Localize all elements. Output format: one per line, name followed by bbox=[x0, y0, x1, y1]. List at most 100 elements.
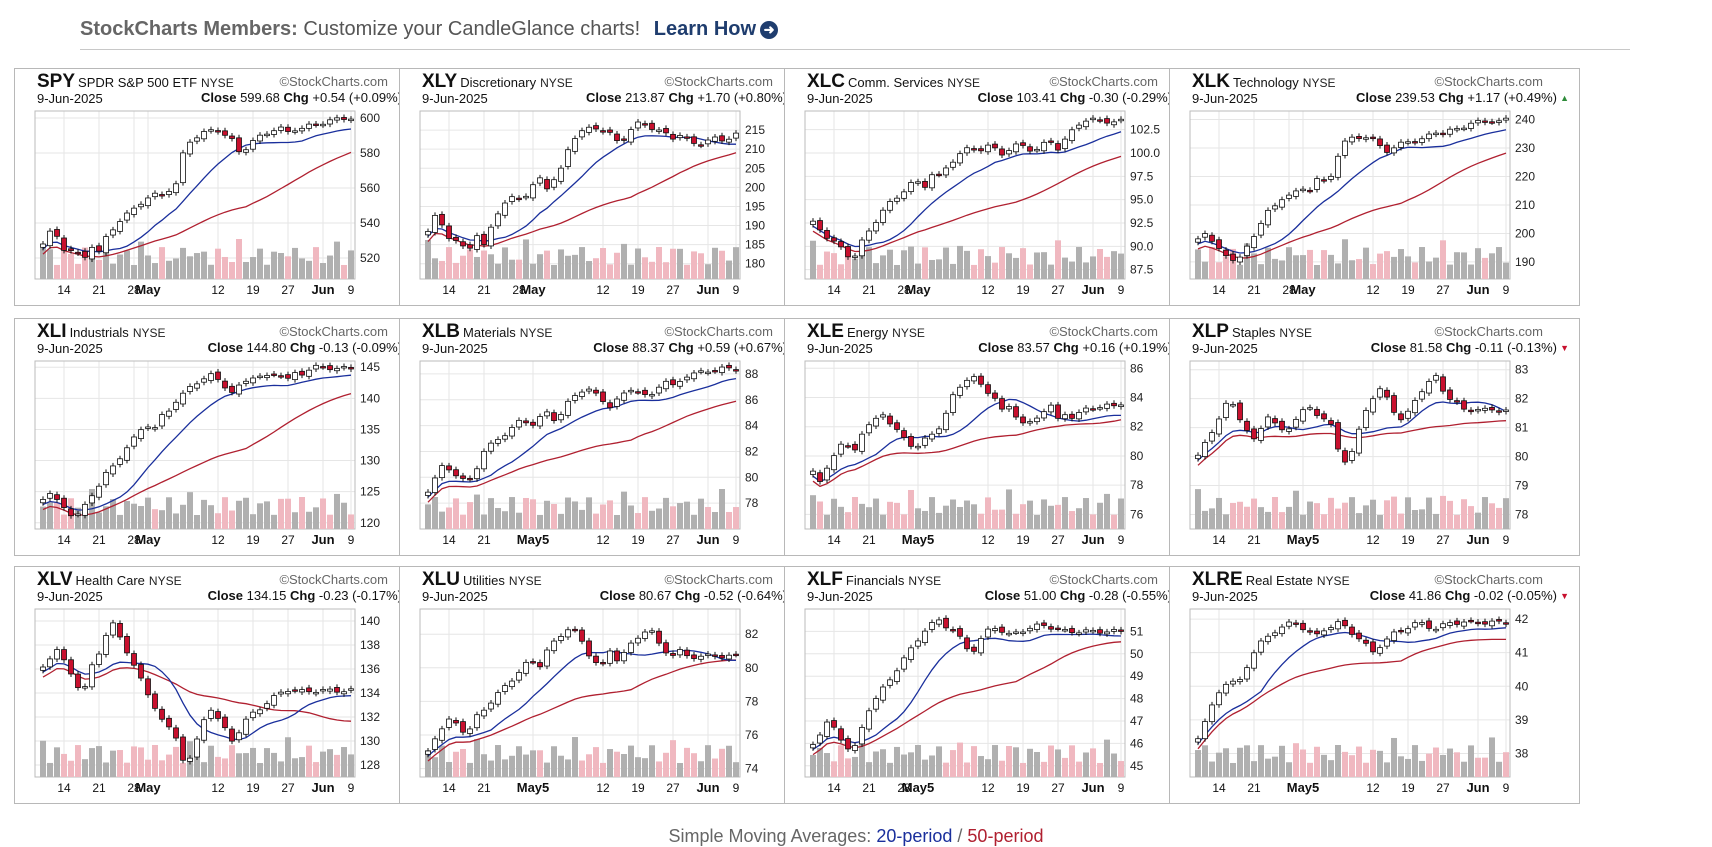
volume-bar bbox=[313, 247, 319, 279]
chart-panel-xlb[interactable]: 88 86 84 82 80 78 14 21 May5 12 19 27 Jun 9 XLB Materia… bbox=[399, 318, 810, 556]
volume-bar bbox=[579, 509, 585, 529]
volume-bar bbox=[1013, 257, 1019, 279]
candle bbox=[712, 136, 718, 142]
chart-panel-xlv[interactable]: 140 138 136 134 132 130 128 14 21 28 May 12 19 27 Jun 9… bbox=[14, 566, 425, 804]
volume-bar bbox=[1426, 753, 1432, 777]
candle bbox=[1342, 140, 1348, 156]
volume-bar bbox=[509, 497, 515, 529]
volume-bar bbox=[250, 747, 256, 777]
volume-bar bbox=[705, 506, 711, 529]
x-tick-label: 21 bbox=[477, 533, 491, 547]
candle bbox=[908, 182, 914, 192]
candle bbox=[320, 689, 326, 692]
volume-bar bbox=[1034, 252, 1040, 279]
candle bbox=[460, 475, 466, 479]
volume-bar bbox=[292, 512, 298, 529]
volume-bar bbox=[299, 757, 305, 777]
candle bbox=[292, 372, 298, 381]
candle bbox=[124, 636, 130, 654]
quote-line: Close 51.00 Chg -0.28 (-0.55%) bbox=[985, 588, 1172, 603]
candle bbox=[82, 250, 88, 258]
sma-50-line bbox=[1197, 420, 1507, 466]
volume-bar bbox=[334, 241, 340, 279]
candle bbox=[873, 698, 879, 710]
x-tick-label: 14 bbox=[827, 781, 841, 795]
volume-bar bbox=[103, 506, 109, 529]
volume-bar bbox=[222, 256, 228, 279]
y-tick-label: 86 bbox=[1130, 361, 1144, 375]
volume-bar bbox=[852, 258, 858, 279]
quote-line: Close 213.87 Chg +1.70 (+0.80%) bbox=[586, 90, 787, 105]
volume-bar bbox=[915, 263, 921, 279]
volume-bar bbox=[649, 745, 655, 777]
volume-bar bbox=[1272, 756, 1278, 777]
candle bbox=[1244, 245, 1250, 256]
volume-bar bbox=[530, 263, 536, 279]
candle bbox=[1391, 147, 1397, 154]
candle bbox=[460, 721, 466, 733]
x-tick-label: 19 bbox=[1016, 283, 1030, 297]
volume-bar bbox=[1440, 754, 1446, 777]
quote-line: Close 134.15 Chg -0.23 (-0.17%) bbox=[208, 588, 402, 603]
y-tick-label: 580 bbox=[360, 146, 380, 160]
x-tick-label: 21 bbox=[92, 283, 106, 297]
volume-bar bbox=[691, 514, 697, 529]
learn-how-link[interactable]: Learn How ➜ bbox=[654, 18, 779, 40]
candle bbox=[971, 646, 977, 652]
candle bbox=[1223, 683, 1229, 694]
candle bbox=[271, 130, 277, 135]
candle bbox=[1454, 128, 1460, 131]
candle bbox=[495, 692, 501, 705]
quote-line: Close 88.37 Chg +0.59 (+0.67%) bbox=[593, 340, 787, 355]
candle bbox=[992, 392, 998, 399]
chg-label: Chg bbox=[1445, 588, 1471, 603]
volume-bar bbox=[628, 505, 634, 529]
x-tick-label: 14 bbox=[442, 283, 456, 297]
chart-panel-xlf[interactable]: 51 50 49 48 47 46 45 14 21 28 May5 12 19 27 Jun 9 XLF Fin… bbox=[784, 566, 1195, 804]
volume-bar bbox=[950, 750, 956, 777]
volume-bar bbox=[1034, 752, 1040, 777]
volume-bar bbox=[460, 748, 466, 777]
chart-panel-xly[interactable]: 215 210 205 200 195 190 185 180 14 21 28 May 12 19 27 J… bbox=[399, 68, 810, 306]
volume-bar bbox=[558, 513, 564, 529]
candle bbox=[145, 197, 151, 207]
chart-panel-xle[interactable]: 86 84 82 80 78 76 14 21 May5 12 19 27 Jun 9 XLE Energy N… bbox=[784, 318, 1195, 556]
volume-bar bbox=[537, 514, 543, 529]
chart-panel-spy[interactable]: 600 580 560 540 520 14 21 28 May 12 19 27 Jun 9 SPY SPD… bbox=[14, 68, 425, 306]
y-tick-label: 185 bbox=[745, 238, 765, 252]
candle bbox=[1062, 138, 1068, 150]
candle bbox=[817, 220, 823, 231]
chart-panel-xlc[interactable]: 102.5 100.0 97.5 95.0 92.5 90.0 87.5 14 21 28 May 1… bbox=[784, 68, 1195, 306]
candle bbox=[488, 702, 494, 710]
volume-bar bbox=[1489, 503, 1495, 529]
y-tick-label: 74 bbox=[745, 762, 759, 776]
chart-panel-xlu[interactable]: 82 80 78 76 74 14 21 May5 12 19 27 Jun 9 XLU Utilities… bbox=[399, 566, 810, 804]
candle bbox=[1405, 410, 1411, 419]
candle bbox=[138, 203, 144, 208]
volume-bar bbox=[1300, 255, 1306, 279]
candle bbox=[719, 135, 725, 142]
candle bbox=[1307, 407, 1313, 410]
close-value: 239.53 bbox=[1395, 90, 1435, 105]
chart-symbol: XLC Comm. Services NYSE bbox=[807, 71, 980, 93]
chart-panel-xlre[interactable]: 42 41 40 39 38 14 21 May5 12 19 27 Jun 9 XLRE Real Est… bbox=[1169, 566, 1580, 804]
volume-bar bbox=[1251, 253, 1257, 279]
candle bbox=[1055, 143, 1061, 151]
volume-bar bbox=[614, 751, 620, 777]
volume-bar bbox=[1027, 264, 1033, 279]
volume-bar bbox=[1489, 737, 1495, 777]
x-tick-label: 14 bbox=[1212, 283, 1226, 297]
x-tick-label: Jun bbox=[1466, 282, 1489, 297]
chart-date: 9-Jun-2025 bbox=[37, 91, 103, 106]
x-tick-label: May bbox=[905, 282, 931, 297]
chart-panel-xlp[interactable]: 83 82 81 80 79 78 14 21 May5 12 19 27 Jun 9 XLP Staples… bbox=[1169, 318, 1580, 556]
chart-panel-xlk[interactable]: 240 230 220 210 200 190 14 21 28 May 12 19 27 Jun 9 XLK… bbox=[1169, 68, 1580, 306]
chart-panel-xli[interactable]: 145 140 135 130 125 120 14 21 28 May 12 19 27 Jun 9 XLI… bbox=[14, 318, 425, 556]
candle bbox=[614, 398, 620, 407]
volume-bar bbox=[1027, 748, 1033, 777]
y-tick-label: 50 bbox=[1130, 647, 1144, 661]
candle bbox=[439, 465, 445, 479]
candle bbox=[474, 235, 480, 250]
y-tick-label: 92.5 bbox=[1130, 216, 1154, 230]
candle bbox=[1034, 148, 1040, 152]
